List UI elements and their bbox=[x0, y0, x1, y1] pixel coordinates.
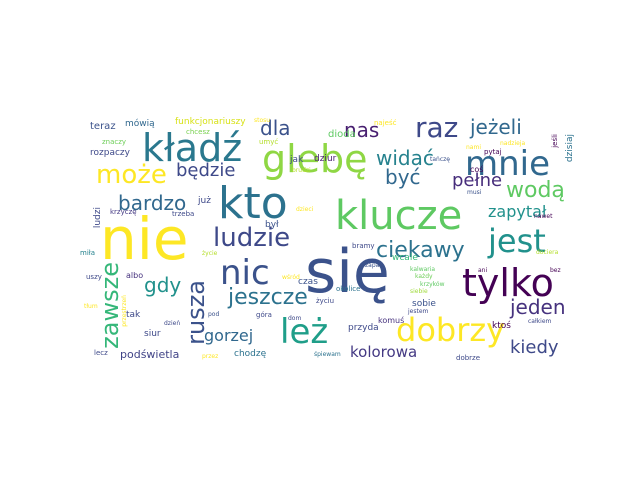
word-jestem: jestem bbox=[408, 308, 429, 315]
word-najesc: najeść bbox=[374, 119, 397, 127]
word-dla: dla bbox=[260, 116, 291, 140]
word-bramy: bramy bbox=[352, 242, 375, 250]
word-lecz: lecz bbox=[94, 349, 108, 357]
word-kolorowa: kolorowa bbox=[350, 343, 418, 361]
word-nie: nie bbox=[100, 205, 189, 273]
word-teraz: teraz bbox=[90, 121, 116, 132]
word-gora: góra bbox=[256, 311, 272, 319]
word-tancze: tańczę bbox=[430, 156, 450, 163]
word-dioda: dioda bbox=[328, 129, 356, 140]
word-zycie: życie bbox=[202, 250, 218, 257]
word-pod: pod bbox=[208, 311, 220, 318]
word-bedzie: będzie bbox=[176, 160, 236, 181]
word-bez: bez bbox=[550, 267, 561, 274]
word-woda: wodą bbox=[506, 178, 565, 203]
word-tylko: tylko bbox=[462, 261, 554, 305]
word-glebe: glebę bbox=[262, 137, 368, 181]
word-rozpaczy: rozpaczy bbox=[90, 148, 130, 158]
word-jezeli: jeżeli bbox=[470, 115, 522, 139]
word-ani: ani bbox=[478, 267, 488, 274]
word-funkcjonariuszy: funkcjonariuszy bbox=[175, 117, 246, 127]
word-znaczy: znaczy bbox=[102, 138, 127, 146]
word-komus: komuś bbox=[378, 316, 405, 325]
word-uszy: uszy bbox=[86, 273, 102, 281]
word-zapas: zapas bbox=[365, 262, 383, 269]
word-pytaj: pytaj bbox=[484, 148, 502, 156]
word-kazdy: każdy bbox=[415, 273, 433, 280]
word-byc: być bbox=[385, 165, 421, 189]
word-dziur: dziur bbox=[314, 154, 337, 164]
word-klucze: klucze bbox=[335, 193, 463, 239]
word-przez: przez bbox=[202, 353, 219, 360]
word-gorzej: gorzej bbox=[204, 326, 254, 345]
word-bardzo: bardzo bbox=[118, 191, 187, 215]
word-kladz: kładź bbox=[142, 126, 243, 170]
word-byl: był bbox=[265, 220, 279, 230]
word-juz: już bbox=[198, 196, 211, 206]
word-stosu: stosu bbox=[254, 117, 271, 124]
word-czas: czas bbox=[298, 277, 318, 287]
word-nic: nic bbox=[220, 253, 270, 293]
word-cos: coś bbox=[470, 165, 484, 174]
word-dzien: dzień bbox=[164, 320, 181, 327]
word-dzieci: dzieci bbox=[296, 206, 314, 213]
word-moze: może bbox=[96, 160, 167, 190]
word-jesli: jeśli bbox=[551, 134, 559, 148]
word-albo: albo bbox=[126, 271, 144, 280]
word-zapytal: zapytał bbox=[488, 202, 547, 221]
word-zyciu: życiu bbox=[316, 297, 335, 305]
word-pelne: pełne bbox=[452, 170, 503, 191]
word-kalwaria: kalwaria bbox=[410, 266, 436, 273]
word-lez: leż bbox=[280, 312, 329, 352]
word-kto: kto bbox=[218, 178, 288, 229]
word-chodze: chodzę bbox=[234, 349, 267, 359]
word-ludzie: ludzie bbox=[213, 223, 291, 253]
word-siebie: siebie bbox=[410, 288, 428, 295]
word-cloud: się nie kto klucze glebę kładź tylko mni… bbox=[80, 112, 575, 367]
word-widac: widać bbox=[376, 146, 434, 170]
word-przestrzen: przestrzeń bbox=[121, 295, 128, 327]
word-przyda: przyda bbox=[348, 323, 379, 333]
word-spiewam: śpiewam bbox=[314, 351, 341, 358]
word-krzycze: krzyczę bbox=[110, 208, 137, 216]
word-kiedy: kiedy bbox=[510, 337, 559, 358]
word-sie: się bbox=[305, 237, 390, 307]
word-mila: miła bbox=[80, 249, 96, 257]
word-wsrod: wśród bbox=[282, 274, 300, 281]
word-jeden: jeden bbox=[510, 295, 566, 319]
word-nas: nas bbox=[344, 118, 380, 142]
word-nadzieja: nadzieja bbox=[500, 140, 526, 147]
word-dom: dom bbox=[288, 315, 302, 322]
word-musi: musi bbox=[467, 189, 482, 196]
word-nawet: nawet bbox=[534, 213, 553, 220]
word-raz: raz bbox=[415, 111, 459, 144]
word-gdy: gdy bbox=[144, 273, 182, 297]
word-chcesz: chcesz bbox=[186, 128, 210, 136]
word-dzisiaj: dzisiaj bbox=[565, 134, 575, 163]
word-calkiem: całkiem bbox=[528, 318, 552, 325]
word-mowia: mówią bbox=[125, 119, 155, 129]
word-siur: siur bbox=[144, 329, 161, 339]
word-tlum: tłum bbox=[84, 303, 98, 310]
word-umyc: umyć bbox=[259, 138, 279, 146]
word-jeszcze: jeszcze bbox=[228, 285, 308, 310]
word-nami: nami bbox=[466, 144, 481, 151]
word-trzeba: trzeba bbox=[172, 210, 195, 218]
word-ludzi: ludzi bbox=[93, 207, 103, 229]
word-okolice: okolice bbox=[336, 285, 361, 293]
word-jak: jak bbox=[290, 155, 304, 165]
word-dobrzy: dobrzy bbox=[396, 311, 506, 349]
word-mnie: mnie bbox=[465, 144, 551, 184]
word-ktos: ktoś bbox=[492, 321, 511, 331]
word-dociera: dociera bbox=[536, 249, 559, 256]
word-ciekawy: ciekawy bbox=[376, 238, 465, 263]
word-brudzi: brudzi bbox=[292, 167, 311, 174]
word-dobrze: dobrze bbox=[456, 354, 481, 362]
word-jest: jest bbox=[488, 222, 546, 260]
word-wcale: wcale bbox=[392, 253, 418, 263]
word-podswietla: podświetla bbox=[120, 348, 180, 361]
word-tak: tak bbox=[126, 310, 141, 320]
word-krzykow: krzyków bbox=[420, 281, 445, 288]
word-sobie: sobie bbox=[412, 299, 436, 309]
